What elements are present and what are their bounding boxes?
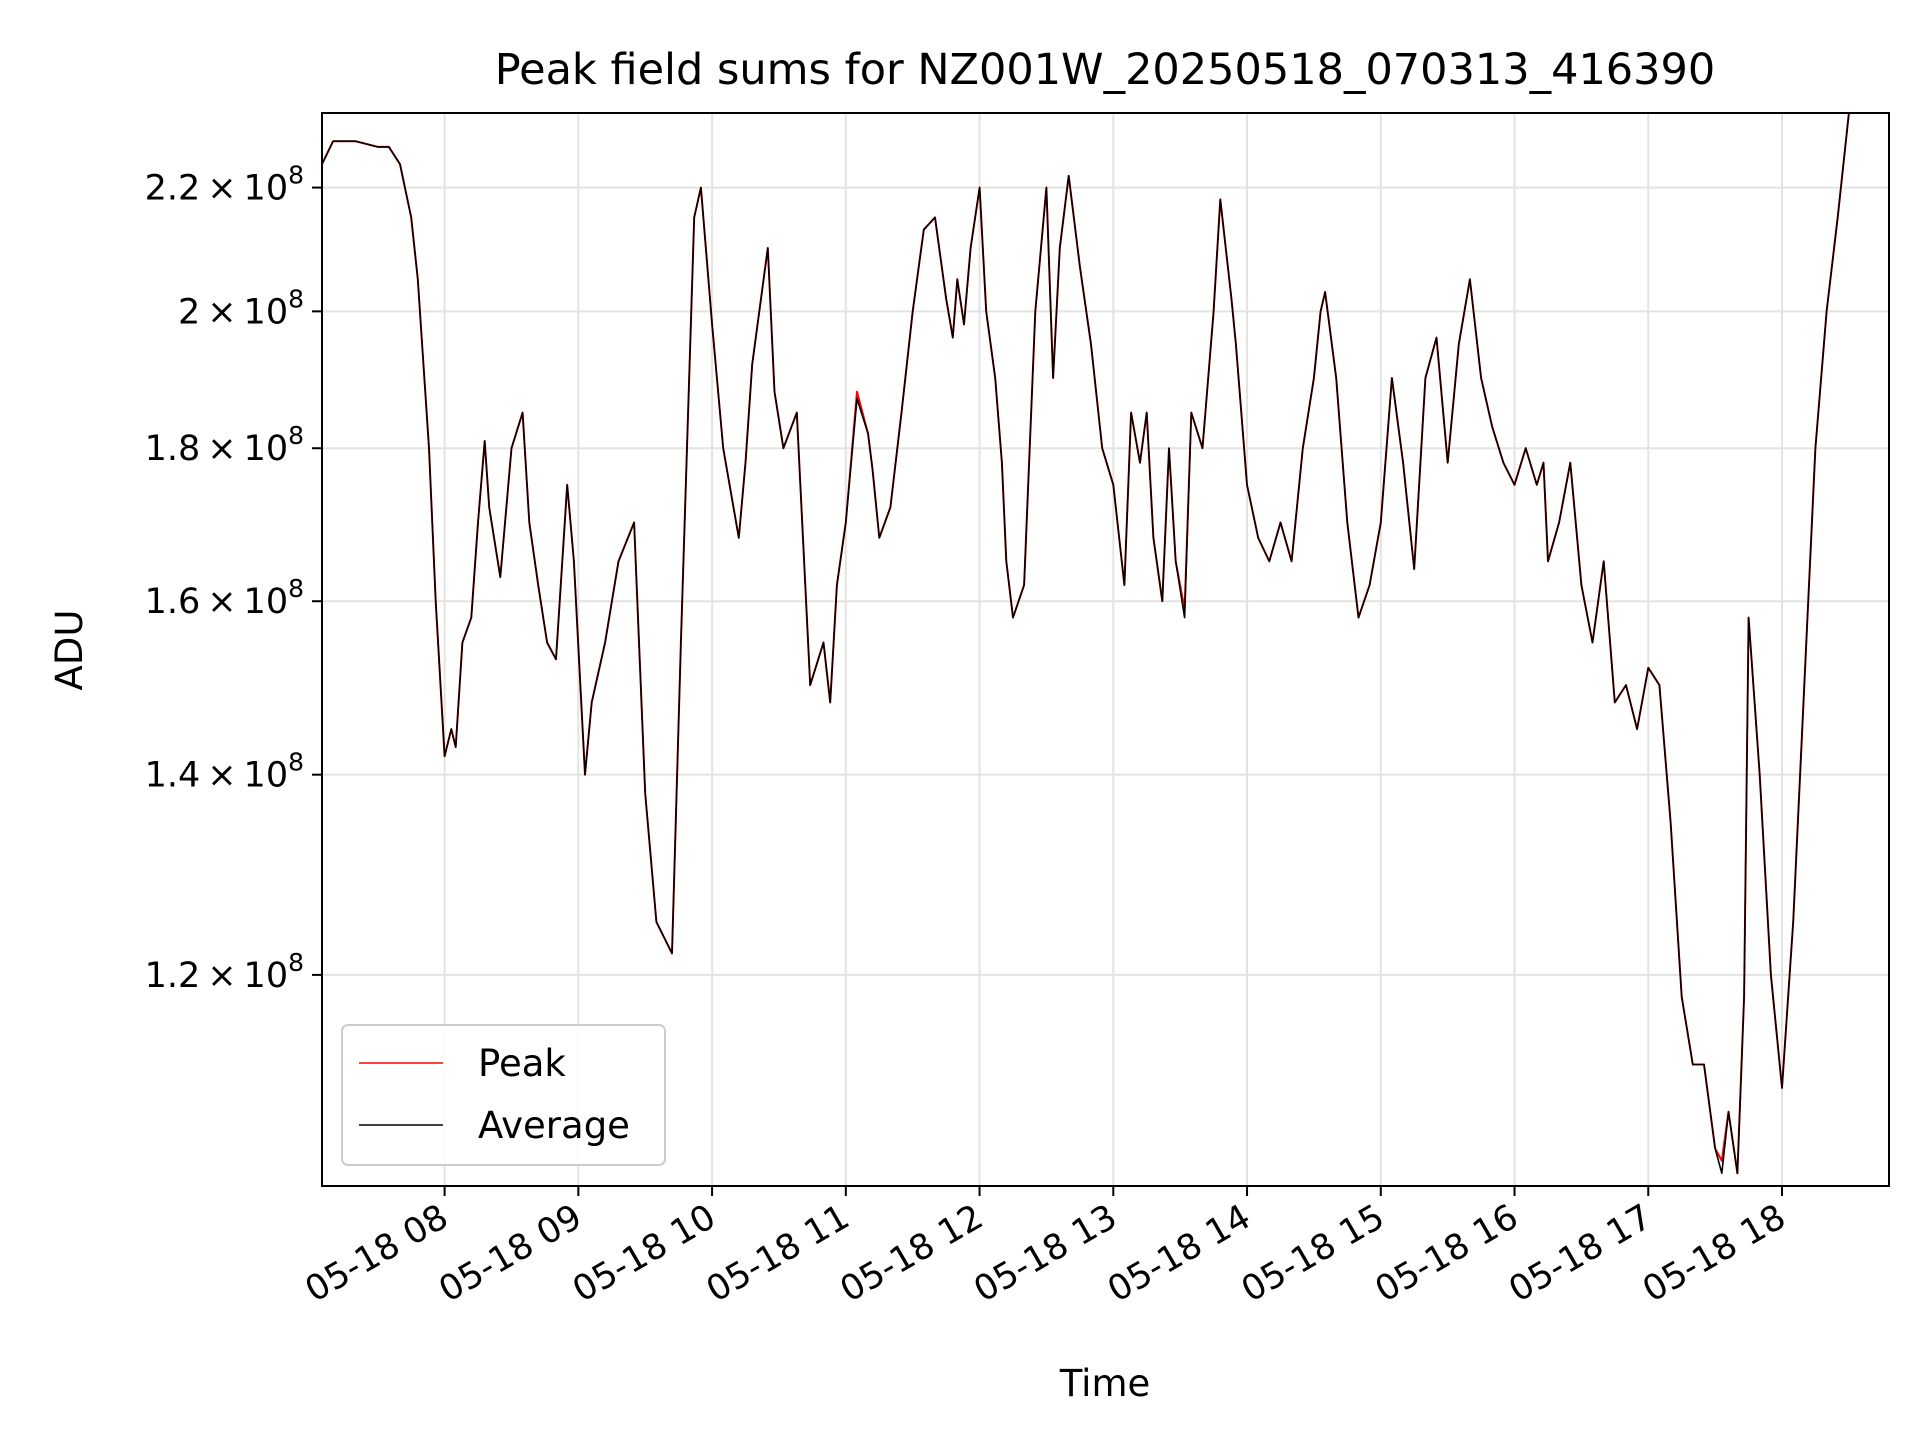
series-line-average [322, 113, 1850, 1175]
series-layer [322, 113, 1850, 1175]
y-tick-mantissa: 1.8 [145, 429, 201, 469]
y-tick-mantissa: 1.4 [145, 756, 201, 796]
y-tick-base: 10 [244, 582, 289, 622]
y-tick-mantissa: 1.2 [145, 956, 201, 996]
y-tick-exponent: 8 [288, 948, 304, 977]
y-tick-label: 1.6 × 108 [145, 574, 304, 622]
y-tick-label: 2 × 108 [178, 284, 304, 332]
y-tick-label: 2.2 × 108 [145, 161, 304, 209]
y-tick-base: 10 [244, 169, 289, 209]
y-tick-label: 1.2 × 108 [145, 948, 304, 996]
y-tick-times: × [200, 169, 243, 209]
y-tick-exponent: 8 [288, 748, 304, 777]
y-tick-times: × [200, 756, 243, 796]
y-tick-times: × [200, 429, 243, 469]
grid-layer [322, 113, 1889, 1186]
y-tick-mantissa: 1.6 [145, 582, 201, 622]
y-tick-times: × [200, 582, 243, 622]
plot-frame [321, 112, 1890, 1187]
legend-box [341, 1024, 666, 1166]
y-tick-mantissa: 2.2 [145, 169, 201, 209]
legend: Peak Average [341, 1024, 666, 1166]
chart-title: Peak field sums for NZ001W_20250518_0703… [495, 45, 1716, 95]
y-tick-exponent: 8 [288, 574, 304, 603]
y-tick-label: 1.4 × 108 [145, 748, 304, 796]
legend-label-peak: Peak [478, 1042, 566, 1085]
y-tick-times: × [200, 292, 243, 332]
y-tick-mantissa: 2 [178, 292, 200, 332]
y-tick-times: × [200, 956, 243, 996]
y-tick-base: 10 [244, 756, 289, 796]
y-tick-exponent: 8 [288, 284, 304, 313]
y-tick-exponent: 8 [288, 421, 304, 450]
y-tick-base: 10 [244, 956, 289, 996]
y-tick-exponent: 8 [288, 161, 304, 190]
legend-label-average: Average [478, 1104, 630, 1147]
y-axis-label: ADU [48, 610, 91, 691]
y-tick-base: 10 [244, 429, 289, 469]
x-axis-label: Time [1059, 1362, 1151, 1405]
y-tick-base: 10 [244, 292, 289, 332]
y-tick-label: 1.8 × 108 [145, 421, 304, 469]
